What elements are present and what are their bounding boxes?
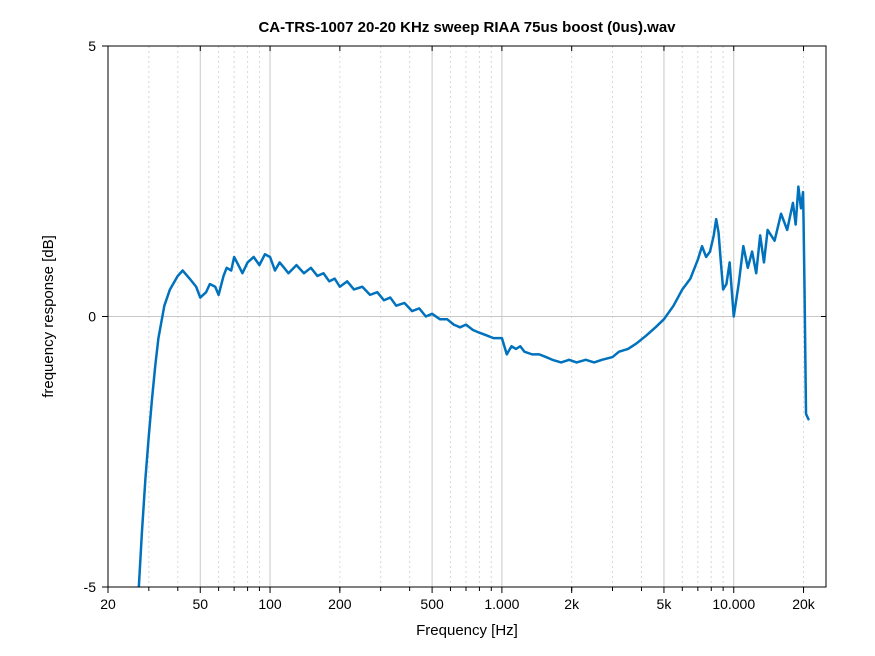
x-tick-label: 2k	[564, 596, 580, 612]
x-tick-label: 20	[100, 596, 116, 612]
x-tick-label: 100	[258, 596, 282, 612]
y-tick-label: -5	[84, 579, 97, 595]
x-tick-label: 50	[192, 596, 208, 612]
x-tick-label: 20k	[792, 596, 816, 612]
x-tick-label: 10.000	[712, 596, 755, 612]
y-tick-label: 5	[88, 38, 96, 54]
y-tick-label: 0	[88, 309, 96, 325]
chart-svg: 20 50 100 200 500 1.000 2k 5k 10.000 20k -5 0 5 CA-TR…	[0, 0, 875, 656]
x-tick-label: 200	[328, 596, 352, 612]
x-tick-label: 1.000	[484, 596, 519, 612]
y-axis-label: frequency response [dB]	[40, 235, 57, 398]
x-tick-label: 5k	[657, 596, 673, 612]
x-tick-label: 500	[420, 596, 444, 612]
freq-response-chart: 20 50 100 200 500 1.000 2k 5k 10.000 20k -5 0 5 CA-TR…	[0, 0, 875, 656]
chart-title: CA-TRS-1007 20-20 KHz sweep RIAA 75us bo…	[258, 19, 676, 36]
x-axis-label: Frequency [Hz]	[416, 622, 518, 639]
